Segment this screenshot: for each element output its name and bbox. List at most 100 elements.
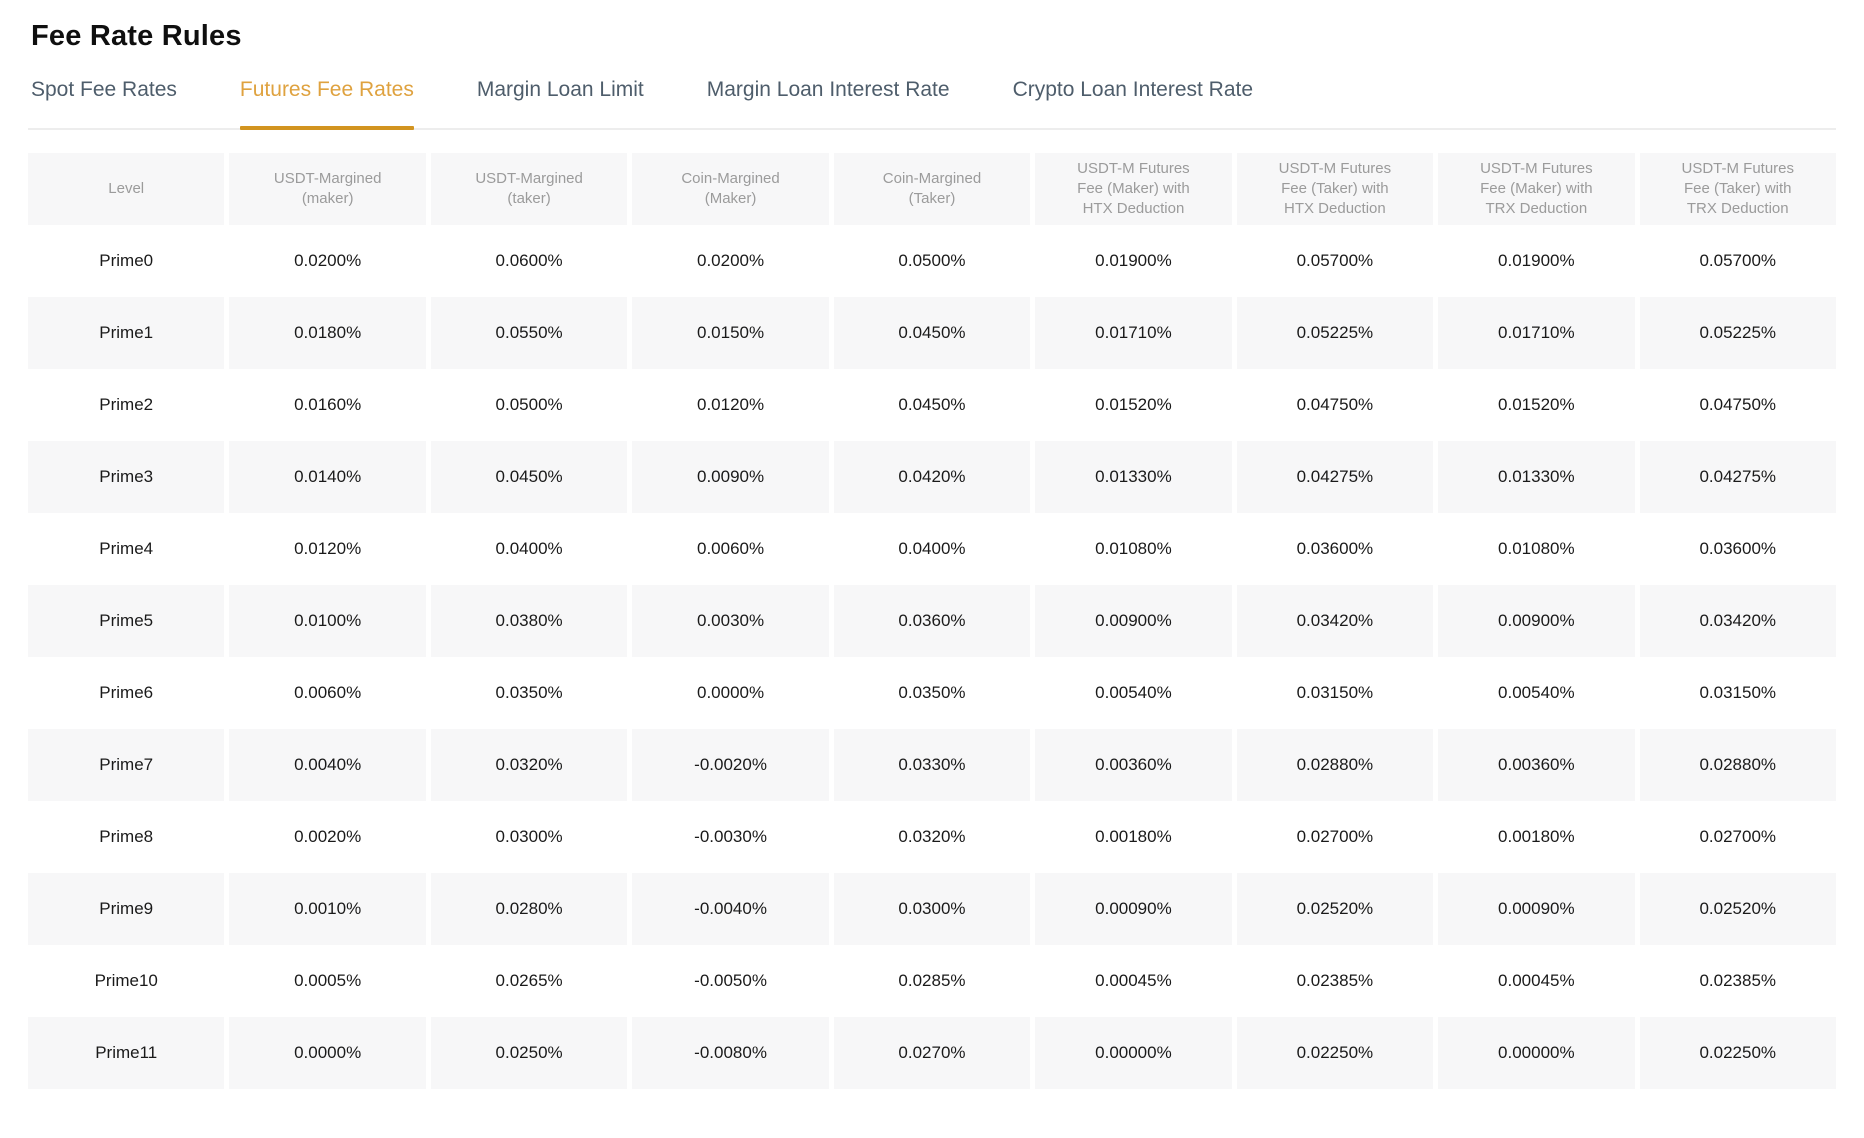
fee-cell: 0.0005% — [229, 945, 426, 1017]
page-title: Fee Rate Rules — [31, 20, 242, 52]
fee-cell: 0.02880% — [1236, 729, 1434, 801]
tab-crypto-loan-interest-rate[interactable]: Crypto Loan Interest Rate — [1012, 78, 1254, 101]
fee-cell: -0.0080% — [632, 1017, 829, 1089]
level-cell-prime2: Prime2 — [28, 369, 225, 441]
column-header-usdt-m-futures-5: USDT-M Futures Fee (Maker) with HTX Dedu… — [1035, 153, 1232, 225]
level-cell-prime5: Prime5 — [28, 585, 225, 657]
fee-cell: 0.0280% — [430, 873, 628, 945]
fee-cell: 0.04275% — [1236, 441, 1434, 513]
fee-cell: 0.0090% — [632, 441, 829, 513]
column-header-usdt-margined-1: USDT-Margined (maker) — [229, 153, 426, 225]
fee-cell: 0.03420% — [1639, 585, 1836, 657]
fee-cell: 0.0320% — [833, 801, 1031, 873]
fee-cell: 0.05700% — [1236, 225, 1434, 297]
fee-cell: 0.0330% — [833, 729, 1031, 801]
level-cell-prime8: Prime8 — [28, 801, 225, 873]
fee-cell: 0.0300% — [430, 801, 628, 873]
fee-cell: 0.0060% — [229, 657, 426, 729]
fee-cell: 0.0020% — [229, 801, 426, 873]
fee-cell: 0.0450% — [430, 441, 628, 513]
fee-cell: 0.0350% — [430, 657, 628, 729]
fee-cell: -0.0050% — [632, 945, 829, 1017]
fee-cell: 0.0120% — [632, 369, 829, 441]
fee-cell: 0.0160% — [229, 369, 426, 441]
fee-cell: -0.0030% — [632, 801, 829, 873]
tab-spot-fee-rates[interactable]: Spot Fee Rates — [31, 78, 177, 101]
fee-cell: 0.00045% — [1035, 945, 1232, 1017]
fee-cell: 0.0060% — [632, 513, 829, 585]
column-header-usdt-m-futures-7: USDT-M Futures Fee (Maker) with TRX Dedu… — [1438, 153, 1635, 225]
level-cell-prime10: Prime10 — [28, 945, 225, 1017]
fee-cell: -0.0020% — [632, 729, 829, 801]
fee-cell: 0.02385% — [1639, 945, 1836, 1017]
fee-cell: 0.0250% — [430, 1017, 628, 1089]
fee-cell: 0.00360% — [1035, 729, 1232, 801]
tab-futures-fee-rates[interactable]: Futures Fee Rates — [239, 78, 414, 130]
fee-cell: 0.03600% — [1639, 513, 1836, 585]
fee-cell: 0.01520% — [1035, 369, 1232, 441]
fee-cell: 0.0000% — [632, 657, 829, 729]
level-cell-prime4: Prime4 — [28, 513, 225, 585]
fee-rate-tabs-bar: Spot Fee Rates Futures Fee Rates Margin Lo… — [28, 78, 1836, 130]
fee-cell: 0.01900% — [1035, 225, 1232, 297]
fee-cell: 0.00045% — [1438, 945, 1635, 1017]
fee-cell: 0.00900% — [1035, 585, 1232, 657]
fee-cell: 0.0400% — [833, 513, 1031, 585]
fee-cell: 0.05225% — [1236, 297, 1434, 369]
fee-cell: 0.03150% — [1639, 657, 1836, 729]
column-header-coin-margined-3: Coin-Margined (Maker) — [632, 153, 829, 225]
fee-cell: 0.05225% — [1639, 297, 1836, 369]
fee-cell: 0.0265% — [430, 945, 628, 1017]
fee-cell: 0.00540% — [1035, 657, 1232, 729]
fee-cell: 0.00180% — [1035, 801, 1232, 873]
level-cell-prime9: Prime9 — [28, 873, 225, 945]
fee-cell: 0.01080% — [1438, 513, 1635, 585]
fee-cell: 0.0200% — [229, 225, 426, 297]
tab-margin-loan-limit[interactable]: Margin Loan Limit — [476, 78, 644, 101]
fee-cell: 0.02250% — [1236, 1017, 1434, 1089]
fee-cell: 0.02520% — [1236, 873, 1434, 945]
fee-cell: 0.01080% — [1035, 513, 1232, 585]
fee-cell: 0.0380% — [430, 585, 628, 657]
fee-cell: 0.02700% — [1639, 801, 1836, 873]
fee-cell: 0.00090% — [1035, 873, 1232, 945]
fee-cell: 0.0100% — [229, 585, 426, 657]
fee-cell: 0.01330% — [1035, 441, 1232, 513]
fee-cell: 0.0350% — [833, 657, 1031, 729]
fee-cell: 0.0030% — [632, 585, 829, 657]
level-cell-prime6: Prime6 — [28, 657, 225, 729]
fee-cell: 0.0120% — [229, 513, 426, 585]
fee-cell: 0.0140% — [229, 441, 426, 513]
fee-cell: 0.0400% — [430, 513, 628, 585]
column-header-usdt-m-futures-8: USDT-M Futures Fee (Taker) with TRX Dedu… — [1639, 153, 1836, 225]
fee-cell: -0.0040% — [632, 873, 829, 945]
fee-cell: 0.01710% — [1035, 297, 1232, 369]
fee-cell: 0.02880% — [1639, 729, 1836, 801]
fee-cell: 0.0150% — [632, 297, 829, 369]
fee-rate-rules-page: Fee Rate Rules Spot Fee Rates Futures Fee… — [0, 20, 1864, 1089]
fee-cell: 0.0320% — [430, 729, 628, 801]
fee-cell: 0.0500% — [430, 369, 628, 441]
level-cell-prime1: Prime1 — [28, 297, 225, 369]
fee-cell: 0.00540% — [1438, 657, 1635, 729]
fee-cell: 0.0450% — [833, 369, 1031, 441]
fee-cell: 0.0600% — [430, 225, 628, 297]
fee-cell: 0.00180% — [1438, 801, 1635, 873]
fee-rate-table: Level USDT-Margined (maker) USDT-Margined … — [28, 153, 1836, 1089]
level-cell-prime0: Prime0 — [28, 225, 225, 297]
level-cell-prime11: Prime11 — [28, 1017, 225, 1089]
fee-cell: 0.0300% — [833, 873, 1031, 945]
fee-cell: 0.0270% — [833, 1017, 1031, 1089]
fee-cell: 0.03600% — [1236, 513, 1434, 585]
fee-cell: 0.0450% — [833, 297, 1031, 369]
fee-cell: 0.03150% — [1236, 657, 1434, 729]
fee-cell: 0.04275% — [1639, 441, 1836, 513]
column-header-coin-margined-4: Coin-Margined (Taker) — [833, 153, 1031, 225]
fee-cell: 0.02385% — [1236, 945, 1434, 1017]
fee-cell: 0.00900% — [1438, 585, 1635, 657]
fee-cell: 0.0040% — [229, 729, 426, 801]
tab-margin-loan-interest-rate[interactable]: Margin Loan Interest Rate — [706, 78, 950, 101]
fee-cell: 0.00360% — [1438, 729, 1635, 801]
fee-cell: 0.0500% — [833, 225, 1031, 297]
level-cell-prime7: Prime7 — [28, 729, 225, 801]
